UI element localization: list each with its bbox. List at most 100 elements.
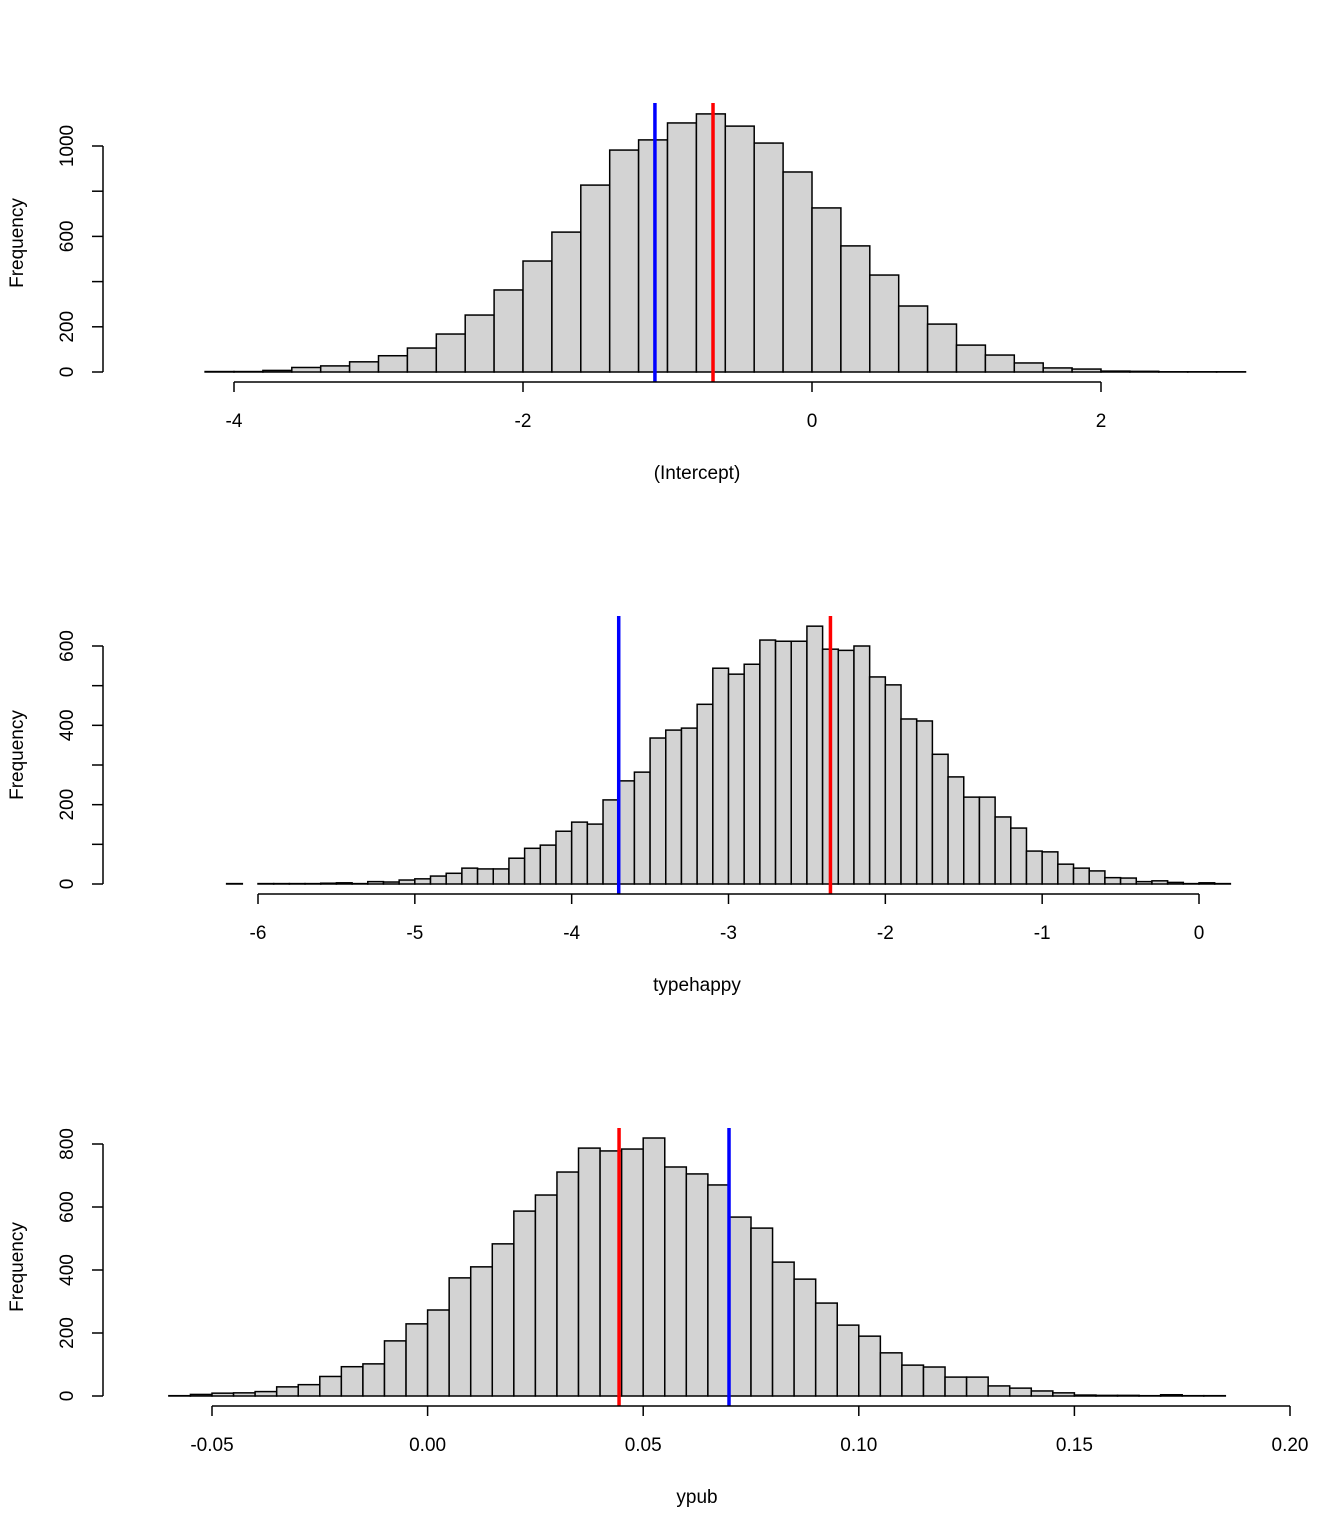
- histogram-bar: [602, 799, 620, 885]
- histogram-bar: [232, 1392, 256, 1397]
- histogram-bar: [664, 1166, 688, 1397]
- histogram-bar: [1116, 1394, 1140, 1397]
- histogram-bar: [1100, 370, 1131, 373]
- y-axis-label: Frequency: [7, 710, 28, 800]
- histogram-bar: [978, 796, 996, 885]
- histogram-bar: [947, 776, 965, 885]
- histogram-bar: [367, 880, 385, 885]
- histogram-bar: [750, 1227, 774, 1397]
- x-tick-label: -2: [877, 923, 894, 944]
- x-tick-label: 2: [1096, 411, 1107, 432]
- histogram-bar: [570, 821, 589, 885]
- histogram-bar: [319, 882, 338, 885]
- histogram-bar: [836, 1324, 860, 1397]
- histogram-bar: [965, 1376, 989, 1397]
- histogram-bar: [1088, 870, 1106, 885]
- histogram-bar: [551, 231, 582, 373]
- histogram-bar: [1198, 882, 1216, 885]
- histogram-bar: [1042, 367, 1073, 373]
- histogram-bar: [534, 1194, 558, 1397]
- histogram-bar: [696, 703, 714, 885]
- histogram-bar: [649, 737, 667, 885]
- histogram-bar: [617, 780, 636, 885]
- histogram-bar: [712, 667, 730, 885]
- histogram-bar: [513, 1210, 537, 1397]
- histogram-bar: [1025, 850, 1043, 885]
- histogram-bar: [814, 1302, 838, 1397]
- histogram-bar: [522, 260, 553, 373]
- y-tick-label: 600: [57, 221, 78, 253]
- histogram-bar: [445, 872, 463, 885]
- histogram-bar: [869, 274, 900, 373]
- histogram-bar: [707, 1184, 731, 1397]
- histogram-bar: [771, 1261, 795, 1397]
- histogram-bar: [1119, 877, 1138, 885]
- histogram-bar: [362, 1363, 386, 1397]
- histogram-bar: [493, 289, 524, 373]
- y-tick-label: 0: [57, 879, 78, 890]
- histogram-bar: [637, 139, 669, 373]
- x-axis-label: ypub: [676, 1487, 717, 1508]
- histogram-bar: [1073, 1394, 1097, 1397]
- histogram-bar: [782, 171, 813, 373]
- histogram-bar: [984, 354, 1016, 373]
- x-tick-label: 0: [1194, 923, 1205, 944]
- y-tick-label: 800: [57, 1128, 78, 1160]
- x-tick-label: -2: [515, 411, 532, 432]
- histogram-bar: [319, 365, 351, 373]
- histogram-bar: [414, 878, 432, 885]
- y-tick-label: 200: [57, 1317, 78, 1349]
- x-tick-label: -1: [1034, 923, 1051, 944]
- x-tick-label: 0.05: [625, 1435, 662, 1456]
- histogram-bar: [858, 1335, 882, 1397]
- histogram-bar: [840, 245, 871, 373]
- histogram-bar: [539, 844, 557, 885]
- histogram-bar: [944, 1376, 968, 1397]
- histogram-bar: [577, 1147, 601, 1397]
- histogram-bar: [963, 796, 981, 885]
- histogram-bar: [879, 1352, 903, 1397]
- histogram-bar: [523, 847, 542, 885]
- histogram-bar: [931, 753, 949, 885]
- histogram-bar: [695, 113, 727, 373]
- histogram-bar: [461, 867, 479, 885]
- y-axis-label: Frequency: [7, 198, 28, 288]
- x-tick-label: 0.20: [1272, 1435, 1309, 1456]
- histogram-bar: [1166, 881, 1185, 885]
- histogram-bar: [987, 1385, 1011, 1397]
- histogram-bar: [922, 1366, 946, 1397]
- histogram-bar: [469, 1266, 494, 1397]
- histogram-bar: [555, 830, 573, 885]
- histogram-bar: [297, 1383, 321, 1397]
- histogram-bar: [900, 718, 918, 885]
- histogram-bar: [426, 1309, 450, 1397]
- histogram-intercept: (Intercept) Frequency -4 -2 0 2 0 200 600 1000: [7, 103, 1247, 484]
- histogram-bar: [377, 354, 409, 373]
- histogram-bar: [633, 771, 651, 885]
- histogram-bar: [853, 645, 871, 885]
- histogram-bar: [1071, 368, 1102, 373]
- y-tick-label: 200: [57, 311, 78, 343]
- histogram-bar: [806, 625, 824, 885]
- y-axis-label: Frequency: [7, 1222, 28, 1312]
- histogram-bar: [211, 1392, 235, 1397]
- histogram-bar: [897, 305, 929, 373]
- histogram-bar: [1030, 1390, 1054, 1397]
- histogram-bar: [435, 333, 466, 373]
- histogram-bar: [759, 639, 777, 885]
- histogram-bar: [398, 879, 416, 885]
- histogram-ypub: ypub Frequency -0.05 0.00 0.05 0.10 0.15 0.20…: [7, 1128, 1308, 1508]
- histogram-bar: [793, 1278, 817, 1397]
- histogram-bar: [915, 720, 934, 885]
- histogram-bar: [1135, 880, 1153, 885]
- histogram-bar: [319, 1375, 343, 1397]
- histogram-bar: [1057, 863, 1075, 885]
- histogram-bar: [1041, 851, 1059, 885]
- y-tick-label: 600: [57, 1191, 78, 1223]
- y-tick-label: 1000: [57, 125, 78, 167]
- histogram-bar: [665, 729, 683, 885]
- y-tick-label: 200: [57, 789, 78, 821]
- histogram-bar: [620, 1148, 644, 1397]
- histogram-bar: [837, 649, 855, 885]
